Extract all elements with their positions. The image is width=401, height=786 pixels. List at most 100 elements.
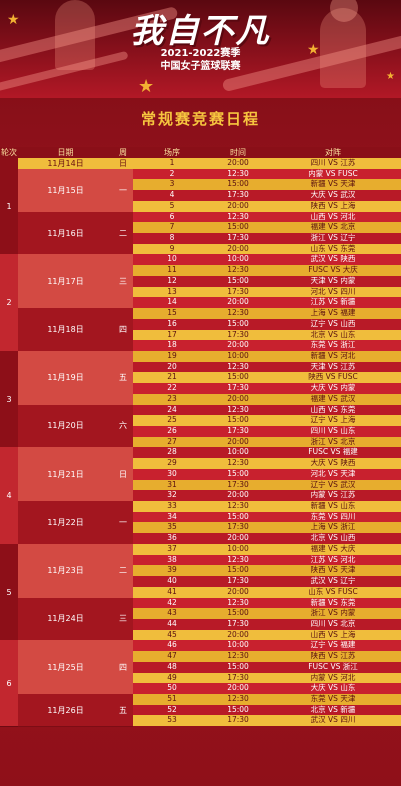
time-cell: 20:00 (227, 200, 249, 210)
matchup-cell: 四川 VS 山东 (310, 426, 356, 435)
time-cell: 15:00 (227, 179, 249, 189)
game-no-cell: 50 (167, 683, 177, 693)
time-cell: 20:00 (227, 340, 249, 350)
time-cell: 12:30 (227, 554, 249, 564)
game-no-cell: 21 (167, 372, 177, 382)
game-row: 42 12:30 新疆 VS 东莞 (133, 597, 401, 609)
game-row: 50 20:00 大庆 VS 山东 (133, 683, 401, 694)
game-row: 52 15:00 北京 VS 新疆 (133, 704, 401, 716)
time-cell: 15:00 (227, 275, 249, 285)
matchup-cell: 新疆 VS 东莞 (310, 597, 356, 607)
matchup-cell: 陕西 VS FUSC (308, 372, 358, 382)
date-cell: 11月25日 (18, 640, 113, 695)
game-row: 16 15:00 辽宁 VS 山西 (133, 318, 401, 330)
game-no-cell: 12 (167, 275, 177, 285)
matchup-cell: 山西 VS 河北 (310, 211, 356, 221)
matchup-cell: 江苏 VS 河北 (310, 554, 356, 564)
date-cell: 11月21日 (18, 447, 113, 503)
time-cell: 15:00 (227, 318, 249, 328)
matchup-cell: 武汉 VS 陕西 (310, 254, 356, 264)
game-no-cell: 31 (167, 479, 177, 489)
time-cell: 17:30 (227, 715, 249, 725)
header-round: 轮次 (1, 148, 17, 157)
time-cell: 12:30 (227, 265, 249, 275)
matchup-cell: 山东 VS 东莞 (310, 243, 356, 253)
game-no-cell: 25 (167, 415, 177, 425)
time-cell: 20:00 (227, 490, 249, 500)
game-no-cell: 51 (167, 694, 177, 703)
game-no-cell: 23 (167, 393, 177, 403)
header-weekday: 周 (119, 148, 127, 157)
time-cell: 17:30 (227, 618, 249, 628)
game-row: 28 10:00 FUSC VS 福建 (133, 447, 401, 459)
game-no-cell: 10 (167, 254, 177, 264)
matchup-cell: 天津 VS 内蒙 (310, 275, 356, 285)
round-cell: 2 (0, 254, 18, 352)
game-row: 41 20:00 山东 VS FUSC (133, 586, 401, 598)
time-cell: 15:00 (227, 565, 249, 575)
time-cell: 17:30 (227, 233, 249, 243)
matchup-cell: 北京 VS 山西 (310, 533, 356, 543)
matchup-cell: FUSC VS 福建 (308, 447, 358, 457)
time-cell: 12:30 (227, 651, 249, 661)
time-cell: 17:30 (227, 426, 249, 435)
game-no-cell: 49 (167, 672, 177, 682)
game-row: 44 17:30 四川 VS 北京 (133, 618, 401, 630)
game-no-cell: 39 (167, 565, 177, 575)
matchup-cell: 陕西 VS 江苏 (310, 651, 356, 661)
game-row: 38 12:30 江苏 VS 河北 (133, 554, 401, 566)
game-row: 33 12:30 新疆 VS 山东 (133, 501, 401, 512)
game-row: 43 15:00 浙江 VS 内蒙 (133, 608, 401, 619)
game-no-cell: 38 (167, 554, 177, 564)
time-cell: 15:00 (227, 468, 249, 478)
header-date: 日期 (57, 148, 74, 157)
game-no-cell: 35 (167, 522, 177, 532)
matchup-cell: 新疆 VS 天津 (310, 179, 356, 189)
game-row: 31 17:30 辽宁 VS 武汉 (133, 479, 401, 491)
date-cell: 11月19日 (18, 350, 113, 406)
game-no-cell: 13 (167, 286, 177, 296)
game-row: 3 15:00 新疆 VS 天津 (133, 179, 401, 191)
game-no-cell: 2 (169, 168, 175, 178)
game-no-cell: 33 (167, 501, 177, 511)
time-cell: 17:30 (227, 576, 249, 586)
date-cell: 11月26日 (18, 694, 113, 728)
matchup-cell: 天津 VS 江苏 (310, 361, 356, 371)
matchup-cell: 福建 VS 武汉 (310, 393, 356, 403)
matchup-cell: 辽宁 VS 武汉 (310, 479, 356, 489)
game-row: 17 17:30 北京 VS 山东 (133, 329, 401, 341)
matchup-cell: 大庆 VS 陕西 (310, 458, 356, 468)
game-no-cell: 34 (167, 511, 177, 521)
header-banner: ★ ★ ★ ★ 我自不凡 2021-2022赛季 中国女子篮球联赛 (0, 0, 401, 98)
matchup-cell: 新疆 VS 山东 (310, 501, 356, 511)
matchup-cell: 大庆 VS 内蒙 (310, 383, 356, 393)
time-cell: 20:00 (227, 683, 249, 693)
time-cell: 15:00 (227, 704, 249, 714)
game-row: 1 20:00 四川 VS 江苏 (133, 158, 401, 169)
game-row: 15 12:30 上海 VS 福建 (133, 308, 401, 319)
game-no-cell: 18 (167, 340, 177, 350)
matchup-cell: 山西 VS 上海 (310, 629, 356, 639)
game-no-cell: 42 (167, 597, 177, 607)
league-name: 中国女子篮球联赛 (160, 61, 241, 72)
game-no-cell: 26 (167, 426, 177, 435)
game-no-cell: 4 (169, 190, 175, 200)
game-no-cell: 46 (167, 640, 177, 650)
matchup-cell: 浙江 VS 北京 (310, 436, 356, 446)
game-row: 8 17:30 浙江 VS 辽宁 (133, 233, 401, 244)
player-silhouette-left (55, 0, 95, 70)
game-row: 36 20:00 北京 VS 山西 (133, 533, 401, 544)
date-cell: 11月20日 (18, 404, 113, 449)
weekday-cell: 五 (113, 350, 133, 406)
game-row: 29 12:30 大庆 VS 陕西 (133, 458, 401, 469)
weekday-cell: 三 (113, 597, 133, 642)
table-header-row: 轮次 日期 周 场序 时间 对阵 (0, 147, 401, 158)
matchup-cell: 东莞 VS 四川 (310, 511, 356, 521)
game-row: 32 20:00 内蒙 VS 江苏 (133, 490, 401, 502)
game-row: 23 20:00 福建 VS 武汉 (133, 393, 401, 405)
weekday-cell: 二 (113, 211, 133, 256)
matchup-cell: 山西 VS 东莞 (310, 404, 356, 414)
time-cell: 12:30 (227, 168, 249, 178)
game-row: 25 15:00 辽宁 VS 上海 (133, 415, 401, 426)
round-cell: 5 (0, 543, 18, 642)
